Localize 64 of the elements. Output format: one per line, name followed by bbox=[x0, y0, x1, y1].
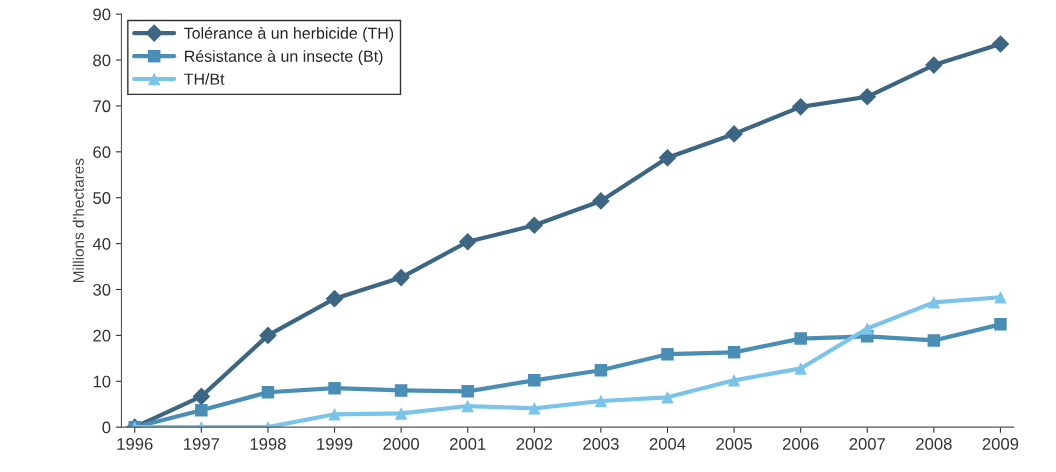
x-tick-label: 2000 bbox=[383, 438, 420, 450]
x-tick-label: 2009 bbox=[982, 438, 1019, 450]
x-tick-label: 1997 bbox=[184, 438, 220, 450]
point bbox=[525, 216, 544, 235]
y-tick-label: 0 bbox=[102, 421, 111, 434]
y-tick-label: 70 bbox=[93, 100, 111, 113]
y-tick-label: 90 bbox=[93, 8, 111, 21]
point bbox=[392, 268, 410, 287]
y-tick-label: 80 bbox=[93, 54, 111, 67]
point bbox=[259, 326, 277, 345]
x-tick-label: 1999 bbox=[317, 438, 353, 450]
point bbox=[925, 56, 943, 74]
point bbox=[461, 399, 474, 413]
x-tick-label: 1996 bbox=[117, 438, 153, 450]
point bbox=[594, 394, 608, 408]
point bbox=[195, 403, 208, 417]
point bbox=[261, 386, 275, 399]
x-tick-label: 2008 bbox=[916, 438, 952, 450]
y-tick-label: 30 bbox=[93, 283, 111, 296]
point bbox=[592, 192, 610, 210]
point bbox=[725, 125, 743, 143]
x-tick-label: 2001 bbox=[450, 438, 486, 450]
x-tick-label: 1998 bbox=[250, 438, 286, 450]
point bbox=[325, 289, 344, 308]
x-tick-label: 2003 bbox=[583, 438, 619, 450]
y-tick-label: 10 bbox=[93, 375, 111, 388]
point bbox=[994, 318, 1007, 331]
point bbox=[861, 322, 874, 335]
point bbox=[661, 347, 674, 361]
point bbox=[594, 364, 608, 377]
point bbox=[927, 334, 941, 347]
point bbox=[794, 332, 807, 345]
y-tick-label: 60 bbox=[93, 146, 111, 159]
point bbox=[394, 407, 408, 420]
point bbox=[394, 384, 408, 397]
y-tick-label: 50 bbox=[93, 192, 111, 204]
point bbox=[192, 387, 211, 406]
point bbox=[858, 87, 877, 106]
point bbox=[458, 232, 477, 251]
legend-label: TH/Bt bbox=[184, 73, 225, 85]
point bbox=[791, 98, 810, 116]
point bbox=[794, 362, 807, 375]
point bbox=[528, 402, 541, 415]
x-tick-label: 2007 bbox=[849, 438, 885, 450]
point bbox=[927, 296, 941, 309]
y-axis-title: Millions d'hectares bbox=[72, 158, 84, 282]
legend-label: Tolérance à un herbicide (TH) bbox=[184, 26, 394, 42]
legend-label: Résistance à un insecte (Bt) bbox=[185, 49, 383, 66]
point bbox=[328, 381, 341, 395]
point bbox=[661, 391, 674, 404]
point bbox=[528, 374, 541, 387]
y-tick-label: 20 bbox=[93, 329, 111, 342]
point bbox=[991, 35, 1010, 53]
x-tick-label: 2002 bbox=[516, 438, 553, 450]
point bbox=[994, 291, 1007, 304]
point bbox=[328, 408, 341, 421]
x-tick-label: 2004 bbox=[649, 438, 686, 450]
point bbox=[727, 374, 741, 387]
x-tick-label: 2006 bbox=[782, 438, 819, 450]
point bbox=[461, 385, 474, 398]
point bbox=[658, 148, 677, 167]
y-tick-label: 40 bbox=[92, 238, 111, 250]
x-tick-label: 2005 bbox=[716, 438, 752, 450]
point bbox=[727, 346, 741, 359]
